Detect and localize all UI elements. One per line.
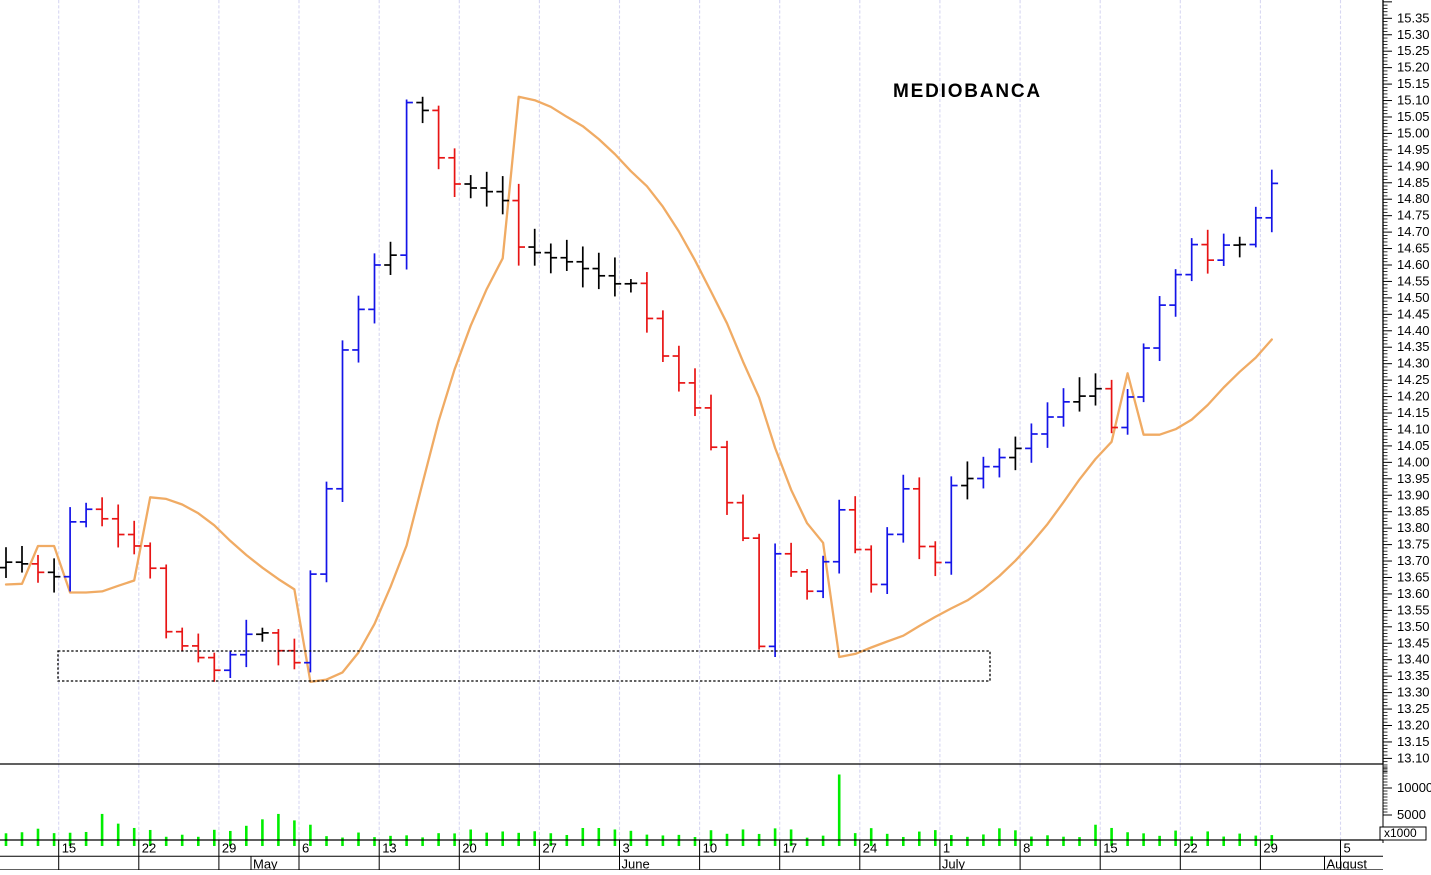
svg-text:13.50: 13.50 — [1397, 619, 1430, 634]
svg-text:15.20: 15.20 — [1397, 60, 1430, 75]
svg-text:15.00: 15.00 — [1397, 125, 1430, 140]
svg-text:August: August — [1327, 857, 1368, 871]
svg-text:14.55: 14.55 — [1397, 273, 1430, 288]
svg-text:6: 6 — [302, 840, 309, 855]
svg-text:5000: 5000 — [1397, 807, 1426, 822]
svg-text:14.15: 14.15 — [1397, 405, 1430, 420]
svg-text:15.25: 15.25 — [1397, 43, 1430, 58]
svg-text:14.40: 14.40 — [1397, 323, 1430, 338]
svg-text:14.95: 14.95 — [1397, 142, 1430, 157]
svg-text:22: 22 — [1183, 840, 1197, 855]
svg-text:13.75: 13.75 — [1397, 537, 1430, 552]
svg-text:29: 29 — [222, 840, 236, 855]
svg-text:14.45: 14.45 — [1397, 306, 1430, 321]
svg-text:14.65: 14.65 — [1397, 241, 1430, 256]
svg-text:13: 13 — [382, 840, 396, 855]
svg-text:x1000: x1000 — [1384, 826, 1417, 840]
svg-text:13.35: 13.35 — [1397, 668, 1430, 683]
svg-text:June: June — [622, 857, 650, 871]
svg-text:27: 27 — [542, 840, 556, 855]
svg-text:14.10: 14.10 — [1397, 421, 1430, 436]
svg-text:13.25: 13.25 — [1397, 701, 1430, 716]
svg-text:15.05: 15.05 — [1397, 109, 1430, 124]
svg-text:13.95: 13.95 — [1397, 471, 1430, 486]
svg-text:13.65: 13.65 — [1397, 569, 1430, 584]
svg-text:24: 24 — [863, 840, 877, 855]
svg-text:14.05: 14.05 — [1397, 438, 1430, 453]
svg-text:14.20: 14.20 — [1397, 389, 1430, 404]
svg-text:15.10: 15.10 — [1397, 93, 1430, 108]
svg-text:13.30: 13.30 — [1397, 685, 1430, 700]
svg-text:13.40: 13.40 — [1397, 652, 1430, 667]
svg-text:14.50: 14.50 — [1397, 290, 1430, 305]
svg-text:14.25: 14.25 — [1397, 372, 1430, 387]
svg-text:13.60: 13.60 — [1397, 586, 1430, 601]
svg-text:14.70: 14.70 — [1397, 224, 1430, 239]
svg-text:20: 20 — [462, 840, 476, 855]
svg-text:17: 17 — [783, 840, 797, 855]
svg-text:10000: 10000 — [1397, 780, 1431, 795]
svg-text:13.20: 13.20 — [1397, 718, 1430, 733]
svg-text:15: 15 — [62, 840, 76, 855]
svg-text:13.90: 13.90 — [1397, 487, 1430, 502]
svg-text:14.80: 14.80 — [1397, 191, 1430, 206]
svg-text:13.15: 13.15 — [1397, 734, 1430, 749]
svg-text:14.35: 14.35 — [1397, 339, 1430, 354]
svg-text:July: July — [942, 857, 966, 871]
svg-text:15.30: 15.30 — [1397, 27, 1430, 42]
svg-text:5: 5 — [1344, 840, 1351, 855]
svg-text:13.85: 13.85 — [1397, 504, 1430, 519]
svg-text:14.30: 14.30 — [1397, 356, 1430, 371]
svg-text:1: 1 — [943, 840, 950, 855]
svg-text:8: 8 — [1023, 840, 1030, 855]
svg-text:13.55: 13.55 — [1397, 602, 1430, 617]
svg-text:3: 3 — [623, 840, 630, 855]
svg-text:14.00: 14.00 — [1397, 454, 1430, 469]
svg-text:29: 29 — [1263, 840, 1277, 855]
svg-text:14.60: 14.60 — [1397, 257, 1430, 272]
svg-text:14.85: 14.85 — [1397, 175, 1430, 190]
svg-text:13.10: 13.10 — [1397, 750, 1430, 765]
svg-text:22: 22 — [142, 840, 156, 855]
svg-text:14.90: 14.90 — [1397, 158, 1430, 173]
svg-text:10: 10 — [703, 840, 717, 855]
svg-text:15: 15 — [1103, 840, 1117, 855]
svg-text:13.45: 13.45 — [1397, 635, 1430, 650]
svg-text:MEDIOBANCA: MEDIOBANCA — [893, 81, 1042, 102]
svg-text:15.35: 15.35 — [1397, 10, 1430, 25]
svg-text:13.80: 13.80 — [1397, 520, 1430, 535]
svg-text:13.70: 13.70 — [1397, 553, 1430, 568]
svg-text:14.75: 14.75 — [1397, 208, 1430, 223]
svg-text:May: May — [253, 857, 278, 871]
svg-text:15.15: 15.15 — [1397, 76, 1430, 91]
